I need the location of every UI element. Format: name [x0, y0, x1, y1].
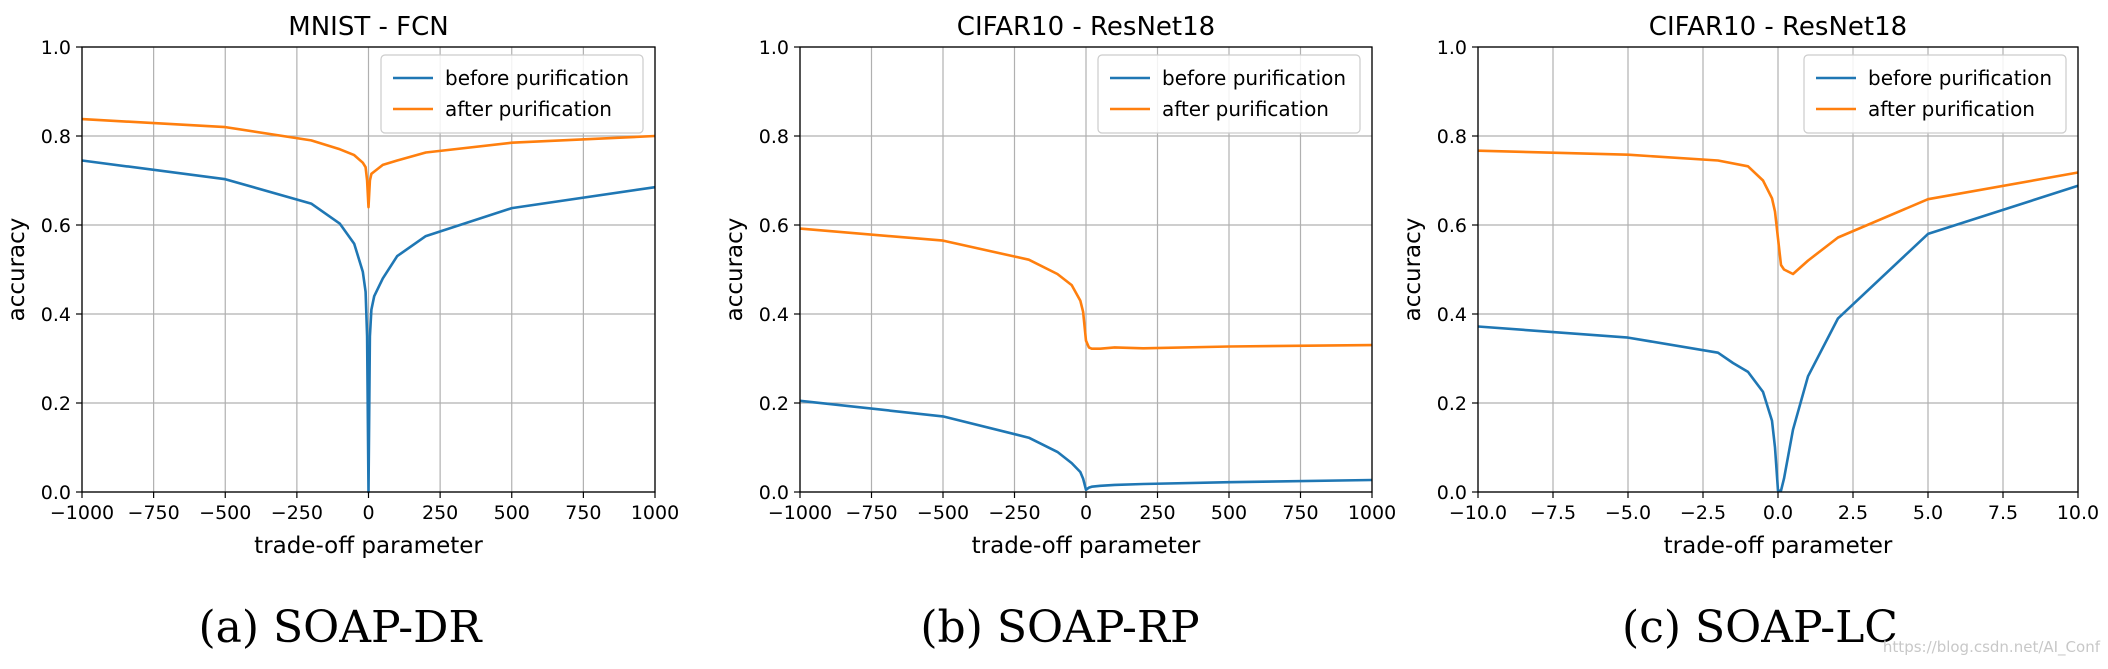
chart-1-title: CIFAR10 - ResNet18 — [957, 12, 1215, 42]
chart-1-y-tick-label-0: 0.0 — [759, 482, 789, 504]
chart-1-legend-label-after: after purification — [1162, 97, 1329, 121]
chart-0-x-tick-label-7: 750 — [565, 502, 601, 524]
chart-2-y-tick-label-1: 0.2 — [1437, 393, 1467, 415]
chart-1-x-axis-label: trade-off parameter — [972, 533, 1201, 559]
chart-0-y-axis-label: accuracy — [4, 218, 30, 322]
panel-b: −1000 −750 −500 −250 0 250 500 750 1000 0.0 0.2 0.4… — [722, 12, 1396, 653]
chart-2-x-tick-label-6: 5.0 — [1913, 502, 1943, 524]
chart-2-y-tick-label-0: 0.0 — [1437, 482, 1467, 504]
chart-0-x-tick-label-1: −750 — [128, 502, 180, 524]
chart-1-caption: (b) SOAP-RP — [920, 602, 1199, 653]
chart-0-y-tick-label-3: 0.6 — [41, 215, 71, 237]
chart-1-series-before-line — [799, 399, 1373, 492]
chart-2-series-after-line — [1477, 149, 2079, 276]
chart-1-y-axis-label: accuracy — [722, 218, 748, 322]
chart-0-x-tick-label-3: −250 — [271, 502, 323, 524]
chart-0-x-tick-label-8: 1000 — [631, 502, 679, 524]
chart-0-y-tick-label-2: 0.4 — [41, 304, 71, 326]
chart-2-y-tick-label-2: 0.4 — [1437, 304, 1467, 326]
chart-1-series-after-line — [799, 227, 1373, 351]
chart-0-legend-label-before: before purification — [445, 66, 629, 90]
chart-2-x-tick-label-3: −2.5 — [1680, 502, 1726, 524]
chart-0-x-tick-label-5: 250 — [422, 502, 458, 524]
chart-0-x-tick-label-6: 500 — [494, 502, 530, 524]
watermark: https://blog.csdn.net/AI_Conf — [1883, 638, 2101, 657]
chart-0-y-tick-label-0: 0.0 — [41, 482, 71, 504]
chart-2-x-tick-label-4: 0.0 — [1763, 502, 1793, 524]
chart-2-legend-label-before: before purification — [1868, 66, 2052, 90]
chart-1-x-tick-label-4: 0 — [1080, 502, 1092, 524]
chart-1-x-tick-label-2: −500 — [917, 502, 969, 524]
chart-0-title: MNIST - FCN — [288, 12, 448, 42]
chart-2-x-tick-label-1: −7.5 — [1530, 502, 1576, 524]
chart-2-y-axis-label: accuracy — [1400, 218, 1426, 322]
chart-1-x-tick-label-6: 500 — [1211, 502, 1247, 524]
chart-1-legend-label-before: before purification — [1162, 66, 1346, 90]
chart-2-legend — [1803, 54, 2067, 134]
chart-2-title: CIFAR10 - ResNet18 — [1649, 12, 1907, 42]
chart-1-x-tick-label-0: −1000 — [768, 502, 832, 524]
chart-1-y-tick-label-5: 1.0 — [759, 37, 789, 59]
chart-0-y-tick-label-4: 0.8 — [41, 126, 71, 148]
chart-1-x-tick-label-7: 750 — [1282, 502, 1318, 524]
chart-0-x-tick-label-2: −500 — [199, 502, 251, 524]
chart-1-y-tick-label-4: 0.8 — [759, 126, 789, 148]
chart-1-x-tick-label-8: 1000 — [1348, 502, 1396, 524]
chart-1-y-tick-label-1: 0.2 — [759, 393, 789, 415]
chart-0-x-axis-label: trade-off parameter — [254, 533, 483, 559]
chart-2-legend-label-after: after purification — [1868, 97, 2035, 121]
panel-a: −1000 −750 −500 −250 0 250 500 750 1000 0.0 0.2 0.4… — [4, 12, 679, 653]
chart-1-x-tick-label-5: 250 — [1139, 502, 1175, 524]
chart-0-x-tick-label-4: 0 — [362, 502, 374, 524]
chart-1-y-tick-label-3: 0.6 — [759, 215, 789, 237]
chart-1-x-tick-label-1: −750 — [845, 502, 897, 524]
chart-2-y-tick-label-4: 0.8 — [1437, 126, 1467, 148]
chart-1-legend — [1097, 54, 1361, 134]
chart-0-y-tick-label-1: 0.2 — [41, 393, 71, 415]
chart-2-x-tick-label-0: −10.0 — [1449, 502, 1507, 524]
chart-2-series-before-line — [1477, 184, 2079, 493]
chart-1-y-tick-label-2: 0.4 — [759, 304, 789, 326]
chart-0-legend-label-after: after purification — [445, 97, 612, 121]
chart-0-caption: (a) SOAP-DR — [198, 602, 483, 653]
chart-2-caption: (c) SOAP-LC — [1622, 602, 1898, 653]
chart-0-series-after-line — [81, 117, 656, 209]
chart-2-x-tick-label-8: 10.0 — [2057, 502, 2099, 524]
chart-0-y-tick-label-5: 1.0 — [41, 37, 71, 59]
chart-1-x-tick-label-3: −250 — [988, 502, 1040, 524]
chart-2-x-tick-label-5: 2.5 — [1838, 502, 1868, 524]
chart-0-x-tick-label-0: −1000 — [50, 502, 114, 524]
chart-0-legend — [380, 54, 644, 134]
chart-2-x-axis-label: trade-off parameter — [1664, 533, 1893, 559]
panel-c: −10.0 −7.5 −5.0 −2.5 0.0 2.5 5.0 7.5 10.0 0.0 0.2 0… — [1400, 12, 2099, 653]
chart-2-x-tick-label-7: 7.5 — [1988, 502, 2018, 524]
chart-2-y-tick-label-5: 1.0 — [1437, 37, 1467, 59]
chart-2-x-tick-label-2: −5.0 — [1605, 502, 1651, 524]
chart-2-y-tick-label-3: 0.6 — [1437, 215, 1467, 237]
